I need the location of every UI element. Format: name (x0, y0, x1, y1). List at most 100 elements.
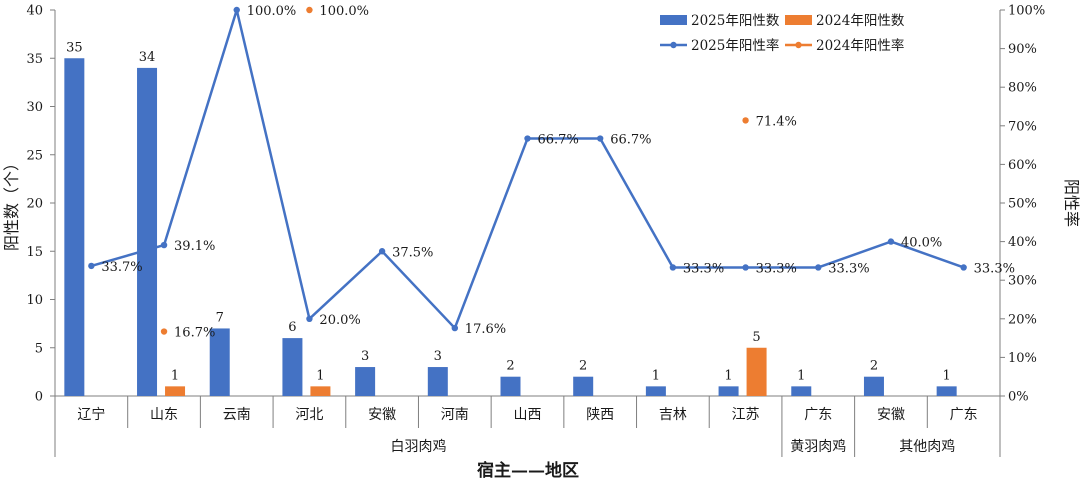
left-tick-label: 5 (35, 341, 43, 356)
point-2025-rate-label: 39.1% (174, 239, 215, 254)
point-2025-rate (596, 135, 604, 142)
point-2024-rate-label: 100.0% (319, 4, 369, 19)
right-tick-label: 0% (1008, 390, 1029, 405)
point-2025-rate (669, 264, 677, 271)
point-2025-rate-label: 40.0% (901, 236, 942, 251)
legend-swatch (660, 15, 687, 25)
right-tick-label: 40% (1008, 235, 1037, 250)
bar-2025 (282, 338, 303, 396)
y-right-title: 阳性率 (1062, 179, 1080, 227)
bar-2025-label: 6 (288, 320, 296, 335)
line-2025-rate (91, 8, 965, 330)
right-tick-label: 60% (1008, 158, 1037, 173)
category-label: 云南 (223, 407, 251, 423)
left-tick-label: 20 (26, 197, 43, 212)
point-2025-rate-label: 33.3% (683, 261, 724, 276)
bar-2024 (165, 386, 186, 396)
point-2025-rate-label: 37.5% (392, 245, 433, 260)
point-2025-rate (960, 264, 967, 271)
category-label: 安徽 (877, 407, 905, 423)
point-2025-rate (160, 241, 168, 249)
bar-2025 (573, 376, 594, 396)
category-label: 吉林 (659, 407, 687, 423)
point-2025-rate-label: 17.6% (465, 322, 506, 337)
point-2025-rate (88, 262, 95, 270)
point-2024-rate (306, 6, 313, 14)
group-label: 黄羽肉鸡 (790, 438, 846, 455)
right-tick-label: 50% (1008, 197, 1037, 212)
left-tick-label: 10 (26, 293, 43, 308)
point-2025-rate-label: 100.0% (247, 4, 297, 19)
category-label: 山西 (514, 407, 542, 423)
category-label: 河北 (295, 407, 323, 423)
legend-label: 2024年阳性数 (816, 13, 905, 29)
bar-2025 (718, 386, 739, 396)
point-2025-rate-label: 33.7% (101, 260, 142, 275)
bar-2025-label: 7 (216, 310, 224, 325)
point-2024-rate-label: 16.7% (174, 326, 215, 341)
left-tick-label: 40 (26, 4, 43, 19)
point-2025-rate (815, 264, 822, 271)
bar-2025-label: 2 (579, 359, 587, 374)
category-label: 辽宁 (77, 406, 105, 423)
point-2025-rate-label: 33.3% (828, 261, 869, 276)
point-2025-rate-label: 33.3% (974, 261, 1015, 276)
bar-2025-label: 35 (66, 40, 83, 55)
right-tick-label: 30% (1008, 274, 1037, 289)
bar-2025 (64, 58, 85, 396)
point-2025-rate-label: 66.7% (538, 133, 579, 148)
legend-marker (795, 41, 802, 49)
left-tick-label: 35 (26, 52, 43, 67)
bar-2024-label: 1 (171, 368, 179, 383)
point-2025-rate (524, 135, 531, 142)
right-tick-label: 100% (1008, 4, 1045, 19)
group-label: 白羽肉鸡 (390, 438, 446, 455)
bar-2025-label: 1 (724, 368, 732, 383)
bar-2025-label: 1 (943, 368, 951, 383)
bar-2024 (746, 347, 767, 396)
point-2025-rate (887, 238, 895, 245)
point-2024-rate-label: 71.4% (756, 114, 797, 129)
legend-label: 2025年阳性数 (691, 13, 780, 29)
left-tick-label: 30 (26, 100, 43, 115)
bar-2025 (863, 376, 884, 396)
bar-2025-label: 3 (361, 349, 369, 364)
point-2025-rate (378, 248, 386, 255)
bar-2025 (936, 386, 957, 396)
point-2025-rate (306, 315, 313, 322)
point-2025-rate-label: 20.0% (319, 313, 360, 328)
bar-2025 (645, 386, 666, 396)
bar-2025 (355, 367, 376, 396)
bar-2025-label: 2 (506, 359, 514, 374)
bar-2025-label: 2 (870, 359, 878, 374)
right-tick-label: 80% (1008, 81, 1037, 96)
right-tick-label: 90% (1008, 42, 1037, 57)
bar-2024-label: 1 (316, 368, 324, 383)
right-tick-label: 20% (1008, 312, 1037, 327)
group-label: 其他肉鸡 (899, 438, 955, 455)
bar-2024-label: 5 (752, 330, 760, 345)
category-label: 广东 (804, 407, 832, 423)
left-tick-label: 15 (26, 245, 43, 260)
point-2025-rate-label: 33.3% (756, 261, 797, 276)
bar-2025 (791, 386, 812, 396)
bar-2025-label: 1 (797, 368, 805, 383)
bar-2025 (500, 376, 521, 396)
bar-2025 (427, 367, 448, 396)
legend-swatch (785, 15, 812, 25)
right-tick-label: 70% (1008, 119, 1037, 134)
bar-2025-label: 1 (652, 368, 660, 383)
legend-label: 2025年阳性率 (691, 37, 779, 54)
bar-2024 (310, 386, 331, 396)
point-2024-rate (160, 328, 168, 335)
left-tick-label: 25 (26, 148, 43, 163)
category-label: 陕西 (586, 407, 614, 423)
bar-2025 (209, 328, 230, 396)
point-2024-rate (742, 117, 749, 124)
right-tick-label: 10% (1008, 351, 1037, 366)
bar-2025 (137, 67, 158, 397)
category-label: 河南 (441, 407, 469, 423)
category-label: 安徽 (368, 407, 396, 423)
point-2025-rate (451, 324, 459, 332)
